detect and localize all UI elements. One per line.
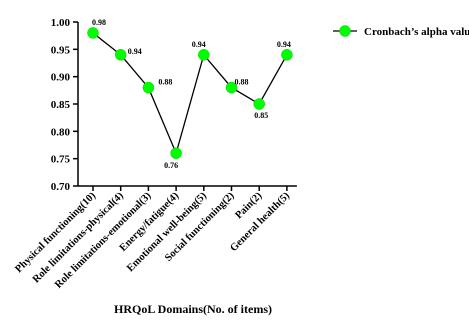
data-label: 0.98 — [92, 18, 106, 27]
data-label: 0.94 — [128, 47, 142, 56]
data-labels: 0.98 0.94 0.88 0.76 0.94 0.88 0.85 0.94 — [92, 18, 291, 170]
x-tick-labels: Physical functioning(10)Role limitations… — [13, 190, 292, 291]
y-tick-label: 0.70 — [51, 181, 71, 193]
y-tick-label: 0.90 — [51, 72, 71, 84]
data-point — [253, 98, 265, 110]
legend: Cronbach’s alpha value — [333, 25, 469, 38]
data-label: 0.88 — [158, 78, 172, 87]
data-point — [281, 49, 293, 61]
y-tick-label: 1.00 — [51, 17, 71, 29]
data-point — [170, 147, 182, 159]
y-tick-label: 0.85 — [51, 99, 71, 111]
data-label: 0.76 — [164, 161, 178, 170]
y-tick-label: 0.75 — [51, 154, 71, 166]
axes: 0.70 0.75 0.80 0.85 0.90 0.95 1.00 — [51, 17, 297, 193]
y-tick-label: 0.95 — [51, 44, 71, 56]
legend-label: Cronbach’s alpha value — [364, 26, 469, 38]
data-label: 0.94 — [192, 40, 206, 49]
data-points — [87, 27, 293, 159]
data-point — [225, 81, 238, 94]
data-label: 0.94 — [277, 40, 291, 49]
data-label: 0.88 — [235, 78, 249, 87]
data-point — [142, 81, 155, 94]
legend-marker — [339, 25, 351, 37]
data-point — [87, 27, 99, 39]
y-tick-label: 0.80 — [51, 126, 71, 138]
data-label: 0.85 — [254, 111, 268, 120]
data-point — [198, 49, 210, 61]
data-point — [114, 49, 127, 61]
x-axis-title: HRQoL Domains(No. of items) — [114, 302, 272, 316]
